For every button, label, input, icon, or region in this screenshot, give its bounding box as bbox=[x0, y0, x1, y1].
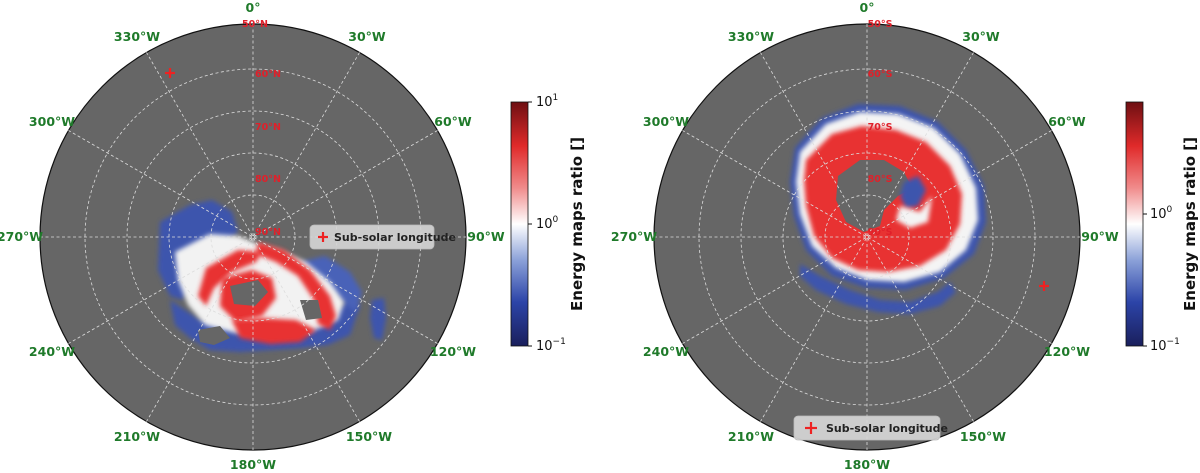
south-legend-marker bbox=[805, 422, 817, 434]
south-lon-label-180w: 180°W bbox=[844, 457, 890, 472]
south-lat-label-50: 50°S bbox=[868, 19, 893, 30]
north-colorbar-tick-1: 100 bbox=[536, 215, 559, 232]
north-lat-label-70: 70°N bbox=[255, 122, 281, 133]
north-colorbar-label: Energy maps ratio [] bbox=[568, 137, 586, 311]
north-lon-label-120w: 120°W bbox=[430, 344, 476, 359]
north-lon-label-60w: 60°W bbox=[434, 114, 472, 129]
south-ratio-field bbox=[790, 104, 986, 314]
north-lon-label-30w: 30°W bbox=[348, 29, 386, 44]
north-lon-label-150w: 150°W bbox=[346, 429, 392, 444]
south-legend-label: Sub-solar longitude bbox=[826, 422, 948, 435]
north-lon-label-90w: 90°W bbox=[467, 229, 505, 244]
south-lat-label-70: 70°S bbox=[868, 122, 893, 133]
north-red-arc-west bbox=[198, 250, 262, 306]
north-legend-marker bbox=[318, 232, 328, 242]
north-legend: Sub-solar longitude bbox=[309, 224, 456, 250]
north-legend-box bbox=[309, 224, 435, 250]
south-sub-solar-marker bbox=[1039, 281, 1049, 291]
north-sub-solar-marker bbox=[165, 68, 175, 78]
north-lon-label-300w: 300°W bbox=[29, 114, 75, 129]
south-lon-label-30w: 30°W bbox=[962, 29, 1000, 44]
south-lon-label-330w: 330°W bbox=[728, 29, 774, 44]
south-lat-label-90: 90°S bbox=[868, 227, 893, 238]
north-lat-label-50: 50°N bbox=[242, 19, 268, 30]
south-lon-label-150w: 150°W bbox=[960, 429, 1006, 444]
north-lat-label-60: 60°N bbox=[255, 69, 281, 80]
south-lon-label-300w: 300°W bbox=[643, 114, 689, 129]
south-lon-label-60w: 60°W bbox=[1048, 114, 1086, 129]
north-polar-panel: 50°N 60°N 70°N 80°N 90°N 0° 30°W 60°W 90… bbox=[0, 0, 505, 472]
north-colorbar-tick-10: 101 bbox=[536, 93, 558, 110]
south-colorbar-tick-0.1: 10−1 bbox=[1150, 337, 1180, 354]
south-ring-70 bbox=[740, 110, 994, 364]
north-lon-label-180w: 180°W bbox=[230, 457, 276, 472]
north-gap-southeast bbox=[300, 300, 322, 320]
south-colorbar-tick-1: 100 bbox=[1150, 205, 1173, 222]
south-white-inner-streak bbox=[896, 196, 932, 228]
north-gap-inner bbox=[230, 280, 268, 306]
south-lon-label-210w: 210°W bbox=[728, 429, 774, 444]
south-grid bbox=[654, 24, 1080, 450]
north-colorbar-gradient bbox=[510, 101, 529, 347]
north-legend-label: Sub-solar longitude bbox=[334, 231, 456, 244]
south-colorbar-label: Energy maps ratio [] bbox=[1181, 137, 1199, 311]
south-colorbar: 100 10−1 Energy maps ratio [] bbox=[1125, 101, 1199, 354]
north-lon-label-0: 0° bbox=[246, 0, 261, 15]
south-lon-label-270w: 270°W bbox=[611, 229, 657, 244]
south-inner-hole bbox=[836, 160, 912, 232]
north-gap-southwest bbox=[198, 326, 230, 345]
north-lon-label-270w: 270°W bbox=[0, 229, 43, 244]
north-colorbar-tick-0.1: 10−1 bbox=[536, 337, 566, 354]
south-lon-label-240w: 240°W bbox=[643, 344, 689, 359]
south-lon-label-0: 0° bbox=[860, 0, 875, 15]
south-legend-box bbox=[793, 415, 941, 441]
north-lon-label-330w: 330°W bbox=[114, 29, 160, 44]
south-polar-panel: 50°S 60°S 70°S 80°S 90°S 0° 30°W 60°W 90… bbox=[611, 0, 1119, 472]
south-lon-label-90w: 90°W bbox=[1081, 229, 1119, 244]
north-lon-label-210w: 210°W bbox=[114, 429, 160, 444]
north-lat-label-80: 80°N bbox=[255, 174, 281, 185]
south-colorbar-gradient bbox=[1125, 101, 1144, 347]
north-lat-label-90: 90°N bbox=[255, 227, 281, 238]
south-blue-inner-patch bbox=[900, 176, 926, 208]
south-lon-label-120w: 120°W bbox=[1044, 344, 1090, 359]
south-legend: Sub-solar longitude bbox=[793, 415, 948, 441]
south-lat-label-80: 80°S bbox=[868, 174, 893, 185]
south-blue-lower-arc bbox=[800, 264, 956, 314]
north-lon-label-240w: 240°W bbox=[29, 344, 75, 359]
south-lat-label-60: 60°S bbox=[868, 69, 893, 80]
north-blue-fragment bbox=[370, 298, 386, 340]
north-colorbar: 101 100 10−1 Energy maps ratio [] bbox=[510, 93, 586, 354]
